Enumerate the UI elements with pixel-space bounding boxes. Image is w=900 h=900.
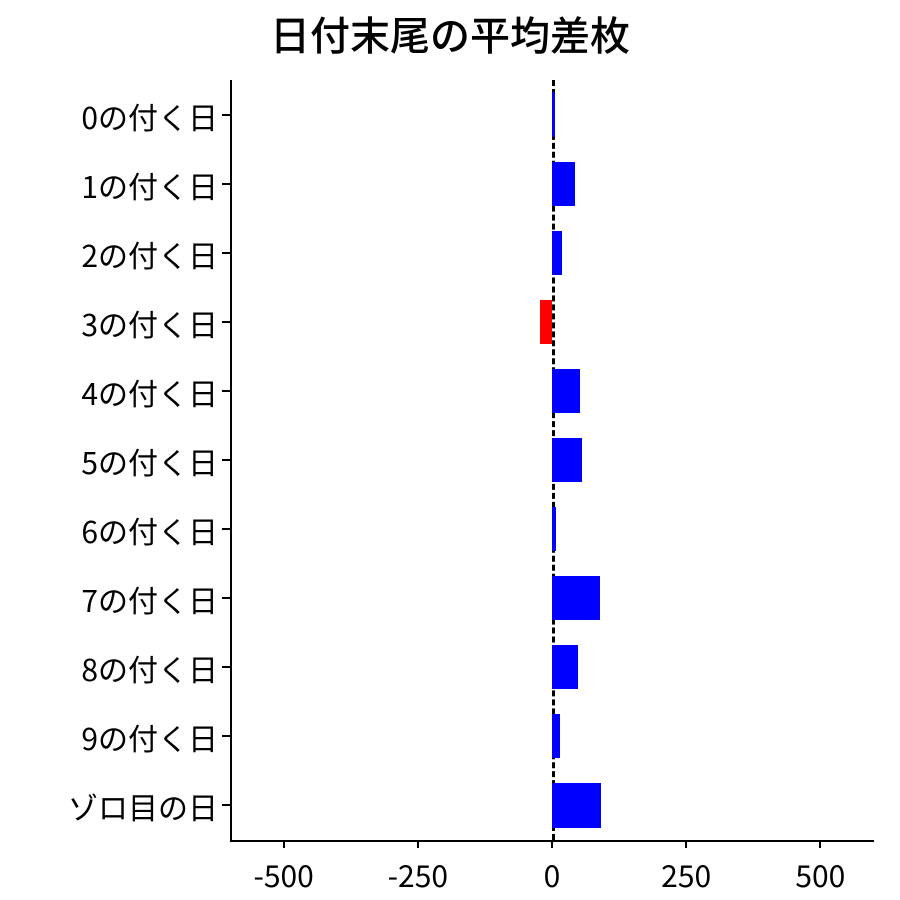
y-tick-label: 1の付く日 (81, 163, 218, 207)
y-tick-mark (222, 666, 230, 668)
y-tick-mark (222, 735, 230, 737)
x-tick-mark (819, 840, 821, 848)
bar (552, 92, 555, 136)
x-tick-label: -500 (253, 852, 313, 896)
y-tick-mark (222, 252, 230, 254)
x-tick-label: 250 (661, 852, 711, 896)
y-tick-mark (222, 390, 230, 392)
bar (552, 783, 601, 827)
chart-title: 日付末尾の平均差枚 (0, 4, 900, 62)
y-tick-label: 9の付く日 (81, 715, 218, 759)
y-tick-label: 7の付く日 (81, 577, 218, 621)
chart-container: 日付末尾の平均差枚 0の付く日 1の付く日 2の付く日 3の付く日 4の付く日 5の付く日… (0, 0, 900, 900)
y-tick-mark (222, 321, 230, 323)
y-tick-label: 4の付く日 (81, 370, 218, 414)
y-tick-label: 3の付く日 (81, 301, 218, 345)
bar (552, 231, 562, 275)
y-tick-label: ゾロ目の日 (68, 784, 218, 828)
y-tick-label: 8の付く日 (81, 646, 218, 690)
x-tick-label: 500 (795, 852, 845, 896)
y-tick-mark (222, 804, 230, 806)
y-tick-label: 2の付く日 (81, 232, 218, 276)
x-tick-label: -250 (388, 852, 448, 896)
y-tick-label: 5の付く日 (81, 439, 218, 483)
bar (552, 645, 578, 689)
bar (552, 714, 560, 758)
x-tick-mark (685, 840, 687, 848)
x-tick-mark (551, 840, 553, 848)
y-tick-label: 0の付く日 (81, 94, 218, 138)
y-tick-mark (222, 183, 230, 185)
bar (552, 162, 575, 206)
y-axis-spine (230, 80, 232, 840)
y-tick-mark (222, 597, 230, 599)
x-tick-mark (283, 840, 285, 848)
y-tick-mark (222, 459, 230, 461)
plot-area (230, 80, 874, 840)
x-tick-label: 0 (544, 852, 561, 896)
bar (552, 576, 600, 620)
y-tick-label: 6の付く日 (81, 508, 218, 552)
bar (552, 438, 582, 482)
y-tick-mark (222, 528, 230, 530)
bar (540, 300, 552, 344)
x-tick-mark (417, 840, 419, 848)
bar (552, 507, 556, 551)
y-tick-mark (222, 114, 230, 116)
bar (552, 369, 580, 413)
